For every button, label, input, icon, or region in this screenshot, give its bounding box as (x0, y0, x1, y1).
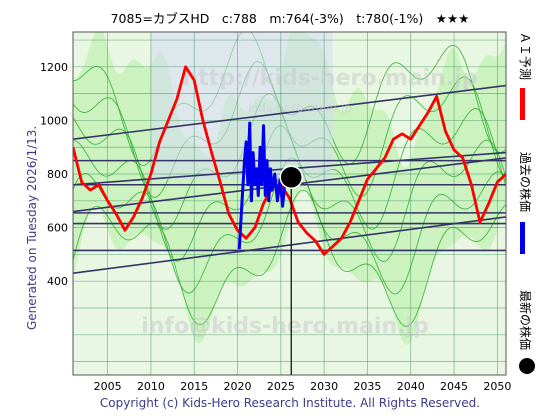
watermark-bottom: info@kids-hero.main.jp (141, 314, 429, 339)
copyright: Copyright (c) Kids-Hero Research Institu… (100, 396, 480, 410)
y-tick-label: 600 (47, 222, 68, 235)
x-tick-label: 2040 (397, 380, 425, 393)
x-tick-label: 2030 (310, 380, 338, 393)
y-axis: 400 600 800 1000 1200 (40, 61, 68, 288)
trend-line (73, 84, 506, 140)
legend: ＡＩ予測 過去の株価 最新の株価 (518, 32, 535, 374)
trend-lines (73, 84, 506, 274)
x-axis: 2005 2010 2015 2020 2025 2030 2035 2040 2045 2050 (94, 380, 512, 393)
watermark-top: http://kids-hero.main.jp (183, 66, 478, 91)
x-tick-label: 2045 (440, 380, 468, 393)
latest-point (279, 165, 303, 189)
plot-area: http://kids-hero.main.jp kids-hero.main.… (72, 31, 507, 376)
x-tick-label: 2050 (483, 380, 511, 393)
x-tick-label: 2015 (180, 380, 208, 393)
x-tick-label: 2025 (267, 380, 295, 393)
watermark-mid: kids-hero.main.jp (248, 101, 352, 115)
y-tick-label: 1200 (40, 61, 68, 74)
x-tick-label: 2005 (94, 380, 122, 393)
x-tick-label: 2010 (137, 380, 165, 393)
generated-date: Generated on Tuesday 2026/1/13. (25, 126, 39, 330)
legend-label-ai: ＡＩ予測 (518, 32, 532, 80)
plot-frame (72, 31, 507, 376)
series-past-line (237, 121, 293, 250)
x-tick-label: 2020 (224, 380, 252, 393)
chart-title: 7085=カブスHD c:788 m:764(-3%) t:780(-1%) ★… (111, 11, 470, 26)
legend-label-latest: 最新の株価 (518, 290, 533, 350)
legend-marker-latest (519, 358, 535, 374)
legend-swatch-ai (520, 88, 525, 120)
series-layer (73, 65, 506, 375)
y-tick-label: 800 (47, 168, 68, 181)
legend-swatch-past (520, 222, 525, 254)
highlight-zone (150, 32, 333, 180)
legend-label-past: 過去の株価 (518, 152, 533, 212)
x-tick-label: 2035 (353, 380, 381, 393)
y-tick-label: 400 (47, 275, 68, 288)
y-tick-label: 1000 (40, 114, 68, 127)
trend-line (73, 216, 506, 274)
